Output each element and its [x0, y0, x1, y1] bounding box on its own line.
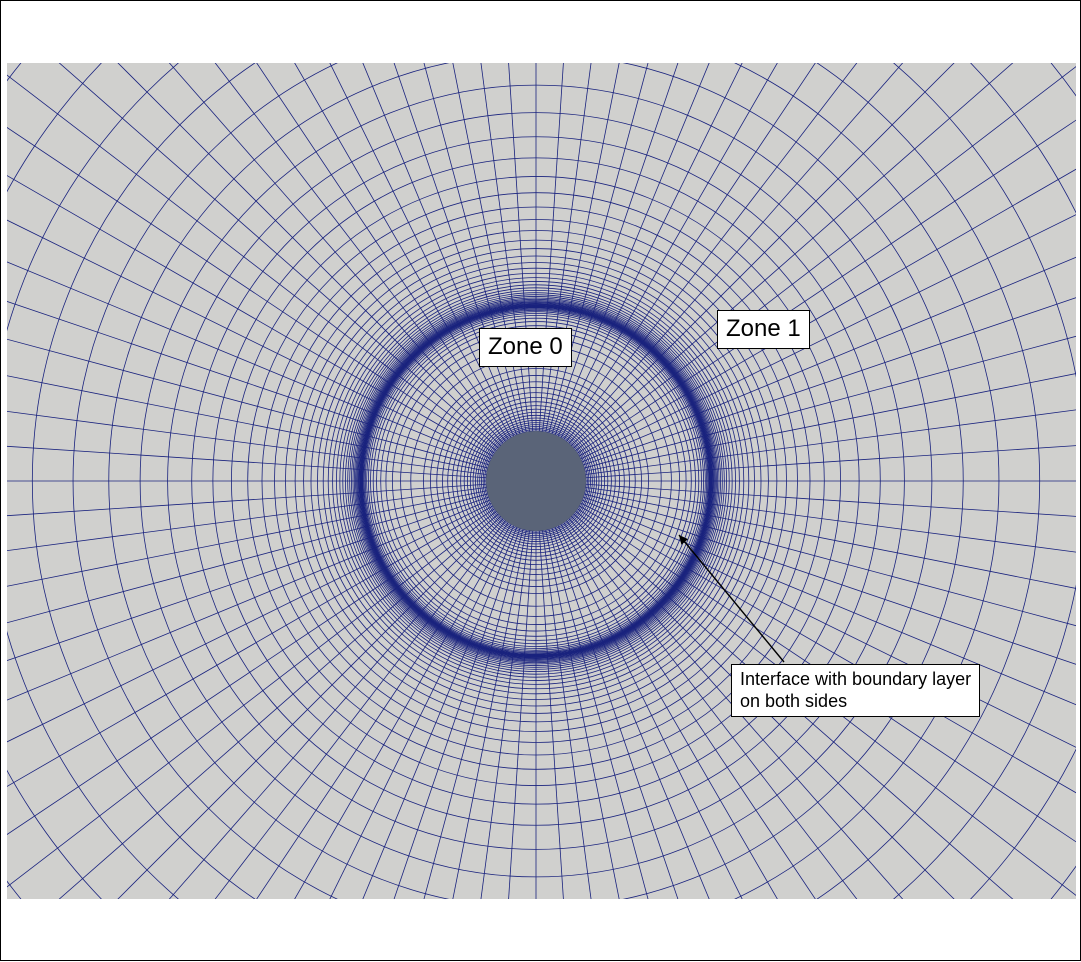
zone0-label-text: Zone 0 [488, 333, 563, 360]
zone1-label: Zone 1 [717, 310, 810, 349]
interface-caption-text: Interface with boundary layeron both sid… [740, 669, 971, 711]
zone1-label-text: Zone 1 [726, 315, 801, 342]
radial-mesh-svg [7, 63, 1076, 899]
figure-frame: Zone 0 Zone 1 Interface with boundary la… [0, 0, 1081, 961]
interface-caption-label: Interface with boundary layeron both sid… [731, 664, 980, 717]
zone0-label: Zone 0 [479, 328, 572, 367]
mesh-plot-area [7, 63, 1076, 899]
